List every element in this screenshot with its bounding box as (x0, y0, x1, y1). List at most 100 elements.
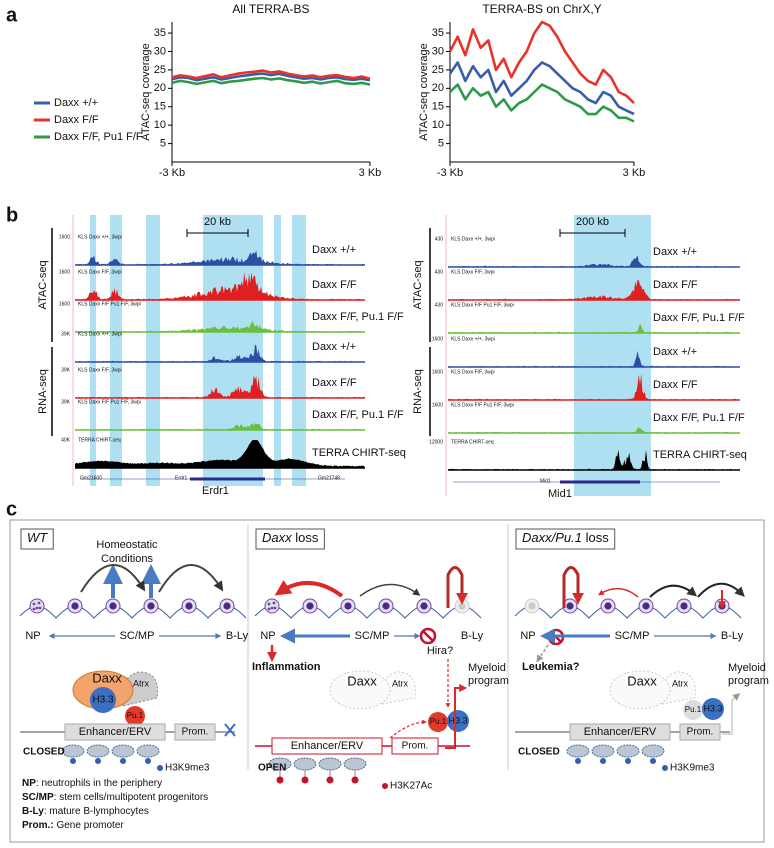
niche-line (514, 605, 742, 619)
arrow (722, 693, 741, 735)
y-tick-label: 30 (154, 45, 166, 57)
legend-text: : neutrophils in the periphery (36, 778, 162, 789)
histone-mark (276, 776, 284, 784)
nucleus (147, 602, 155, 610)
track-source: KLS Daxx F/F, 3wpi (451, 369, 495, 375)
mark-label: H3K9me3 (165, 763, 210, 774)
lineage-label: B-Ly (226, 630, 249, 642)
x-tick-label: 3 Kb (623, 167, 646, 179)
granule (272, 601, 276, 605)
legend-text: Gene promoter (54, 820, 125, 831)
track-scale: 40K (61, 437, 71, 443)
signal-track (75, 250, 365, 265)
y-tick-label: 10 (432, 119, 444, 131)
enhancer-box (64, 723, 166, 741)
header-box (255, 528, 325, 550)
granule (32, 607, 36, 611)
chromatin-state: CLOSED (23, 747, 65, 758)
mark-label: H3K27Ac (390, 781, 432, 792)
nucleus (528, 602, 536, 610)
granule (273, 606, 277, 610)
track-label: Daxx F/F (653, 279, 698, 291)
y-tick-label: 20 (154, 82, 166, 94)
highlight-region (292, 215, 306, 486)
x-tick-label: -3 Kb (437, 167, 463, 179)
track-scale: 39K (61, 331, 71, 337)
series-line (449, 83, 635, 123)
element-label: Enhancer/ERV (79, 726, 152, 738)
element-label: Prom. (402, 741, 429, 752)
arrow (80, 564, 146, 593)
histone-mark (120, 758, 126, 764)
nucleosome (566, 744, 590, 758)
y-tick-label: 15 (432, 101, 444, 113)
legend-term: NP (22, 778, 36, 789)
header-part: loss (292, 530, 319, 545)
nucleosome (86, 744, 110, 758)
highlight-region (274, 215, 281, 486)
outcome-label: Leukemia? (522, 661, 580, 673)
arrow (562, 566, 584, 608)
granule (38, 606, 42, 610)
legend-term: B-Ly (22, 806, 44, 817)
signal-track (75, 272, 365, 300)
track-source: KLS Daxx F/F Pu1 F/F, 3wpi (451, 402, 514, 408)
element-label: Enhancer/ERV (584, 726, 657, 738)
track-scale: 39K (61, 367, 71, 373)
y-tick-label: 35 (432, 27, 444, 39)
chromatin-state: CLOSED (518, 747, 560, 758)
track-label: Daxx F/F (312, 377, 357, 389)
series-line (448, 61, 635, 116)
arrow (446, 566, 468, 608)
nucleosome (111, 744, 135, 758)
program-label: Myeloid (728, 662, 766, 674)
track-label: Daxx +/+ (312, 244, 356, 256)
track-label: Daxx F/F, Pu.1 F/F (653, 412, 745, 424)
y-tick-label: 5 (160, 137, 166, 149)
track-scale: 430 (435, 269, 444, 275)
track-label: Daxx F/F (312, 279, 357, 291)
header-part: Daxx (262, 530, 292, 545)
track-source: KLS Daxx F/F, 3wpi (78, 367, 122, 373)
granule (35, 606, 39, 610)
track-scale: 430 (435, 302, 444, 308)
pu1-shape (125, 706, 145, 726)
panel-label: c (6, 498, 17, 520)
nucleosome (616, 744, 640, 758)
lineage-label: NP (260, 630, 275, 642)
panel-label: a (6, 4, 18, 26)
header-box (515, 528, 616, 550)
y-tick-label: 30 (432, 45, 444, 57)
series-line (448, 20, 635, 105)
signal-track (75, 320, 365, 332)
arrow (359, 583, 421, 597)
track-scale: 1600 (59, 269, 70, 275)
track-source: KLS Daxx +/+, 3wpi (78, 331, 122, 337)
track-source: KLS Daxx +/+, 3wpi (451, 336, 495, 342)
nucleus (420, 602, 428, 610)
x-tick-label: -3 Kb (159, 167, 185, 179)
arrow (597, 588, 639, 598)
lineage-label: SC/MP (120, 630, 155, 642)
arrow (536, 644, 549, 663)
legend-label: Daxx F/F, Pu1 F/F (54, 131, 143, 143)
nucleosome (61, 744, 85, 758)
arrow (274, 580, 344, 598)
track-label: Daxx +/+ (653, 246, 697, 258)
y-tick-label: 25 (154, 64, 166, 76)
group-label: RNA-seq (412, 369, 424, 414)
header-part: loss (582, 530, 609, 545)
gene-name: Erdr1 (175, 475, 187, 481)
nucleus (680, 602, 688, 610)
histone-mark (301, 776, 309, 784)
panel-label: b (6, 204, 18, 226)
highlight-region (574, 215, 651, 496)
lineage-label: SC/MP (355, 630, 390, 642)
protein-label: Atrx (392, 678, 409, 688)
scale-bar-label: 20 kb (204, 216, 231, 228)
y-tick-label: 25 (432, 64, 444, 76)
panel-header: Daxx/Pu.1 loss (522, 530, 609, 545)
daxx-shape (329, 670, 391, 710)
block-sign (422, 630, 434, 642)
